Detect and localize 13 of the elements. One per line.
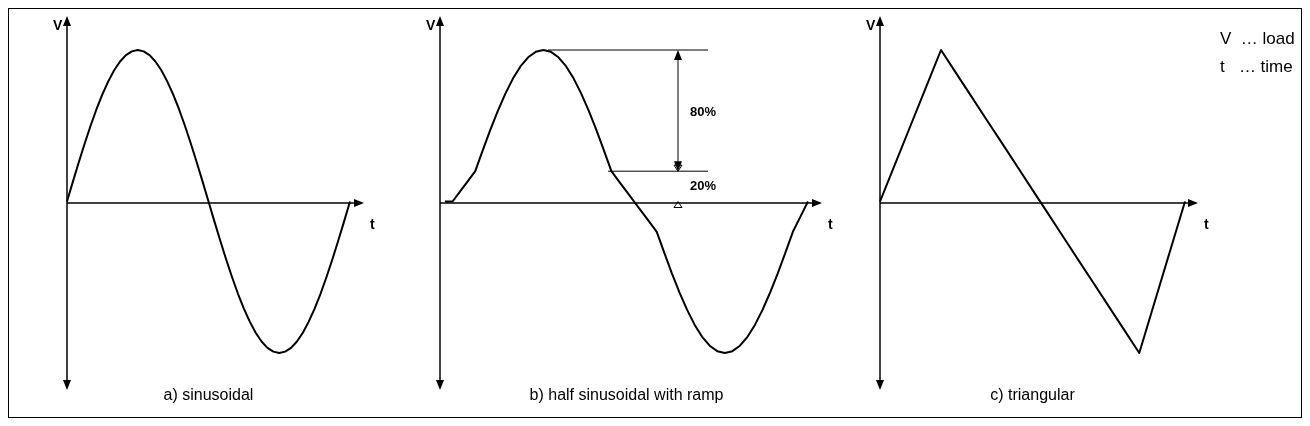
text: c) triangular <box>990 386 1076 403</box>
y-axis-title: V <box>426 17 436 33</box>
text: t … time <box>1220 57 1293 76</box>
x-axis-title: t <box>1204 216 1209 232</box>
annotation: 20% <box>690 178 717 194</box>
text: b) half sinusoidal with ramp <box>529 386 724 403</box>
y-axis-title: V <box>53 17 63 33</box>
x-axis-title: t <box>828 216 833 232</box>
text: V … load <box>1220 29 1295 48</box>
x-axis-title: t <box>370 216 375 232</box>
text: a) sinusoidal <box>163 386 254 403</box>
y-axis-title: V <box>866 17 876 33</box>
annotation: 80% <box>690 103 717 119</box>
